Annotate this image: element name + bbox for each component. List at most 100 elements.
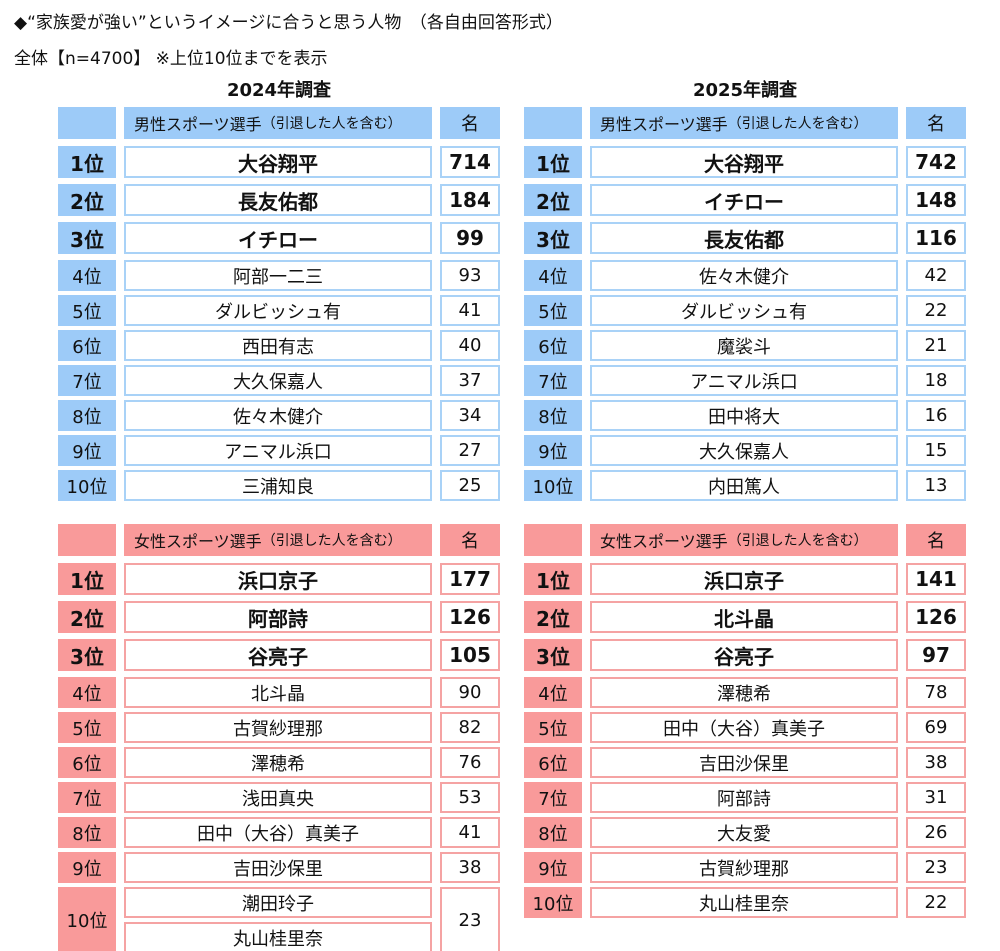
page-subtitle: 全体【n=4700】 ※上位10位までを表示 [14,49,328,69]
name-cell: 阿部詩 [124,601,432,633]
table-row: 10位 内田篤人 13 [524,470,966,501]
name-cell: 古賀紗理那 [590,852,898,883]
rank-cell: 2位 [58,184,116,216]
count-cell: 16 [906,400,966,431]
count-cell: 26 [906,817,966,848]
table-row: 7位 アニマル浜口 18 [524,365,966,396]
count-cell: 37 [440,365,500,396]
count-cell: 184 [440,184,500,216]
count-cell: 38 [440,852,500,883]
name-cell: 内田篤人 [590,470,898,501]
rank-cell: 7位 [524,782,582,813]
count-cell: 41 [440,295,500,326]
rank-cell: 5位 [58,712,116,743]
rank-cell: 2位 [524,601,582,633]
header-category-label: 男性スポーツ選手 [600,115,728,134]
header-rank-cell [58,524,116,556]
header-category-note: （引退した人を含む） [727,533,868,549]
name-cell: 谷亮子 [124,639,432,671]
header-category: 男性スポーツ選手 （引退した人を含む） [124,107,432,139]
table-row: 2位 長友佑都 184 [58,184,500,216]
count-cell: 15 [906,435,966,466]
name-cell: 田中（大谷）真美子 [124,817,432,848]
rank-cell: 3位 [524,639,582,671]
count-cell: 742 [906,146,966,178]
table-row: 6位 魔裟斗 21 [524,330,966,361]
name-cell: 田中（大谷）真美子 [590,712,898,743]
count-cell: 76 [440,747,500,778]
rank-cell: 9位 [524,435,582,466]
table-row: 1位 浜口京子 141 [524,563,966,595]
header-rank-cell [524,524,582,556]
rank-cell: 9位 [58,435,116,466]
count-cell: 141 [906,563,966,595]
year-heading-2025: 2025年調査 [692,80,798,101]
count-cell: 34 [440,400,500,431]
count-cell: 82 [440,712,500,743]
count-cell: 22 [906,295,966,326]
rank-cell: 5位 [524,295,582,326]
table-row: 5位 ダルビッシュ有 22 [524,295,966,326]
count-cell: 97 [906,639,966,671]
name-cell: 佐々木健介 [124,400,432,431]
name-cell: アニマル浜口 [590,365,898,396]
name-cell: 丸山桂里奈 [590,887,898,918]
name-cell: 西田有志 [124,330,432,361]
rank-cell: 5位 [58,295,116,326]
page-title: ◆“家族愛が強い”というイメージに合うと思う人物 （各自由回答形式） [14,13,563,33]
table-row: 3位 長友佑都 116 [524,222,966,254]
rank-cell: 6位 [58,330,116,361]
count-cell: 38 [906,747,966,778]
table-row: 1位 大谷翔平 714 [58,146,500,178]
table-row: 7位 大久保嘉人 37 [58,365,500,396]
name-cell: 魔裟斗 [590,330,898,361]
table-header: 男性スポーツ選手 （引退した人を含む）名 [524,107,966,139]
header-category: 男性スポーツ選手 （引退した人を含む） [590,107,898,139]
name-cell: 佐々木健介 [590,260,898,291]
rank-cell: 10位 [58,887,116,951]
rank-cell: 8位 [524,817,582,848]
table-header: 女性スポーツ選手 （引退した人を含む）名 [58,524,500,556]
table-header: 女性スポーツ選手 （引退した人を含む）名 [524,524,966,556]
rank-cell: 4位 [524,260,582,291]
name-cell: 吉田沙保里 [590,747,898,778]
rank-cell: 10位 [524,887,582,918]
name-cell: 丸山桂里奈 [124,922,432,951]
header-unit: 名 [440,107,500,139]
header-category-note: （引退した人を含む） [261,116,402,132]
header-category-note: （引退した人を含む） [261,533,402,549]
count-cell: 105 [440,639,500,671]
rank-cell: 6位 [58,747,116,778]
rank-cell: 3位 [524,222,582,254]
count-cell: 13 [906,470,966,501]
rank-cell: 8位 [58,817,116,848]
table-row: 2位 北斗晶 126 [524,601,966,633]
table-row: 4位 佐々木健介 42 [524,260,966,291]
table-row: 3位 谷亮子 97 [524,639,966,671]
name-cell: イチロー [124,222,432,254]
rank-cell: 2位 [524,184,582,216]
count-cell: 53 [440,782,500,813]
name-cell: 長友佑都 [590,222,898,254]
rank-cell: 1位 [524,146,582,178]
table-row: 9位 アニマル浜口 27 [58,435,500,466]
table-row: 6位 吉田沙保里 38 [524,747,966,778]
count-cell: 18 [906,365,966,396]
table-row: 8位 佐々木健介 34 [58,400,500,431]
count-cell: 23 [906,852,966,883]
rank-cell: 3位 [58,639,116,671]
name-cell: 澤穂希 [124,747,432,778]
count-cell: 22 [906,887,966,918]
name-cell: アニマル浜口 [124,435,432,466]
table-row: 1位 浜口京子 177 [58,563,500,595]
count-cell: 40 [440,330,500,361]
count-cell: 90 [440,677,500,708]
count-cell: 714 [440,146,500,178]
rank-cell: 8位 [524,400,582,431]
rank-cell: 6位 [524,747,582,778]
table-row: 3位 イチロー 99 [58,222,500,254]
count-cell: 25 [440,470,500,501]
table-row: 10位 三浦知良 25 [58,470,500,501]
rank-cell: 1位 [58,563,116,595]
table-female-2024: 女性スポーツ選手 （引退した人を含む）名 1位 浜口京子 177 2位 阿部詩 126 3位 谷亮… [58,524,500,951]
